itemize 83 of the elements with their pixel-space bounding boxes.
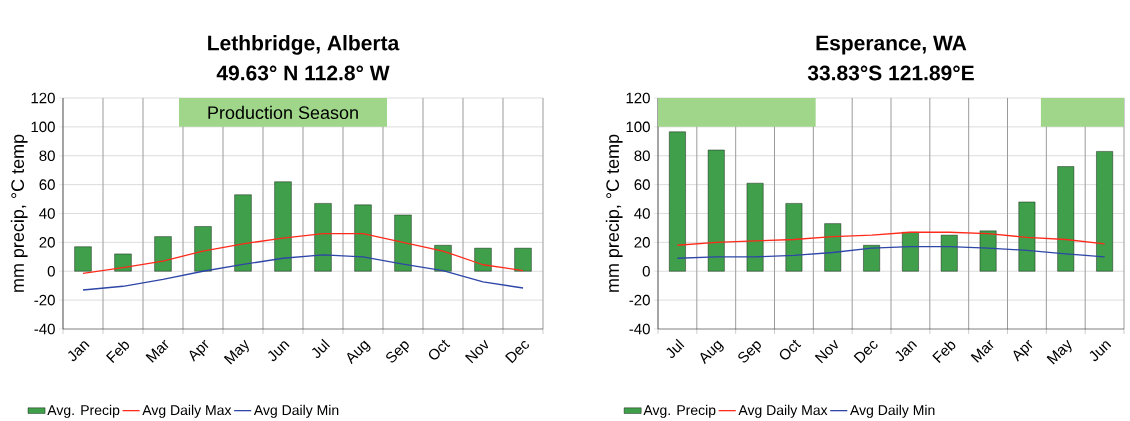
x-tick-label: Jun	[268, 341, 290, 362]
x-tick-label: Feb	[105, 341, 130, 364]
bar	[669, 131, 686, 272]
y-tick-label: 40	[634, 208, 650, 219]
bar	[863, 245, 880, 272]
y-axis-title: mm precip, °C temp	[10, 134, 28, 292]
y-tick-label: 80	[634, 150, 650, 162]
y-tick-label: -20	[34, 294, 55, 306]
legend-label: Avg. Precip	[47, 404, 120, 418]
bar	[707, 149, 725, 272]
x-tick-label: Mar	[145, 339, 169, 363]
x-tick-label: May	[1046, 339, 1072, 365]
bar	[394, 214, 412, 272]
chart-subtitle: 49.63° N 112.8° W	[216, 65, 390, 81]
y-tick-label: -40	[34, 323, 55, 335]
bar	[354, 204, 372, 272]
line-series	[676, 246, 1106, 259]
y-tick-label: 120	[31, 92, 55, 104]
chart-subtitle: 33.83°S 121.89°E	[807, 65, 974, 81]
y-tick-label: 20	[634, 237, 650, 248]
x-tick-label: Dec	[853, 341, 878, 364]
bar	[314, 203, 332, 272]
chart-title: Esperance, WA	[816, 35, 967, 55]
y-tick-label: 60	[39, 179, 55, 190]
bar	[114, 253, 132, 272]
y-tick-label: 40	[39, 208, 55, 219]
y-tick-label: -40	[629, 323, 650, 335]
legend-label: Avg Daily Min	[253, 404, 339, 418]
line-series	[676, 231, 1106, 246]
x-tick-label: Jan	[68, 341, 90, 362]
bar	[234, 194, 252, 272]
bar	[1096, 151, 1113, 272]
bar	[824, 223, 842, 272]
x-tick-label: Aug	[347, 340, 371, 365]
bar	[514, 247, 532, 272]
legend-label: Avg Daily Max	[738, 404, 828, 418]
y-tick-label: 100	[31, 121, 55, 133]
y-tick-label: 0	[47, 265, 55, 277]
y-tick-label: 0	[642, 265, 650, 277]
x-tick-label: Mar	[970, 339, 994, 363]
x-tick-label: Sep	[738, 341, 761, 363]
x-tick-label: Nov	[814, 339, 838, 364]
bar	[434, 245, 452, 272]
line-series	[82, 254, 524, 291]
legend-label: Avg Daily Min	[850, 404, 935, 418]
line-series	[82, 233, 524, 275]
bar	[940, 234, 958, 272]
x-tick-label: Jan	[895, 341, 918, 362]
x-tick-label: Sep	[386, 341, 409, 363]
x-tick-label: Jul	[311, 338, 330, 358]
bar	[154, 236, 172, 272]
y-axis-title: mm precip, °C temp	[605, 134, 623, 292]
x-tick-label: Jun	[1089, 341, 1112, 362]
y-tick-label: 20	[39, 237, 55, 248]
bar	[194, 226, 212, 272]
x-tick-label: Oct	[779, 339, 802, 360]
x-tick-label: Aug	[700, 340, 724, 365]
x-tick-label: Oct	[428, 339, 451, 360]
x-tick-label: Dec	[505, 341, 529, 364]
bar	[274, 181, 292, 272]
x-tick-label: Apr	[189, 339, 209, 362]
bar	[979, 230, 997, 272]
x-tick-label: Jul	[666, 338, 685, 358]
bar	[474, 247, 492, 272]
bar	[1018, 201, 1036, 272]
x-tick-label: Apr	[1013, 339, 1033, 362]
y-tick-label: 100	[626, 121, 650, 133]
bar	[785, 203, 803, 272]
annotation: Production Season	[208, 105, 358, 120]
legend-label: Avg. Precip	[643, 404, 716, 418]
y-tick-label: -20	[629, 294, 650, 306]
bar	[74, 246, 92, 272]
bar	[1057, 166, 1075, 272]
chart-title: Lethbridge, Alberta	[208, 35, 400, 55]
x-tick-label: Feb	[932, 341, 956, 364]
y-tick-label: 80	[39, 150, 55, 162]
bar	[746, 182, 764, 272]
x-tick-label: May	[223, 339, 249, 365]
bar	[902, 232, 919, 272]
legend-label: Avg Daily Max	[142, 404, 232, 418]
y-tick-label: 60	[634, 179, 650, 190]
x-tick-label: Nov	[465, 339, 489, 364]
y-tick-label: 120	[626, 92, 650, 104]
